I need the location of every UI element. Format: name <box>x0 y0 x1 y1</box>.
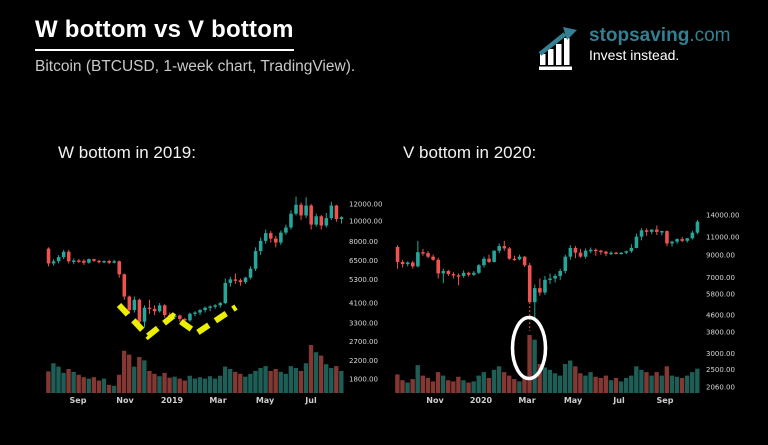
header: W bottom vs V bottom Bitcoin (BTCUSD, 1-… <box>35 16 355 76</box>
svg-text:May: May <box>256 396 275 405</box>
bar-chart-logo-icon <box>538 27 577 70</box>
svg-text:Sep: Sep <box>70 396 87 405</box>
w-bottom-candlestick-chart: 12000.00 10000.00 8000.00 6500.00 5300.00 410… <box>46 196 382 405</box>
svg-text:Mar: Mar <box>209 396 226 405</box>
svg-text:7000.00: 7000.00 <box>706 274 735 282</box>
svg-text:6500.00: 6500.00 <box>349 257 378 265</box>
svg-text:5800.00: 5800.00 <box>706 291 735 299</box>
svg-text:12000.00: 12000.00 <box>349 201 382 209</box>
svg-text:2020: 2020 <box>470 396 493 405</box>
svg-text:May: May <box>564 396 583 405</box>
logo-tagline: Invest instead. <box>589 46 680 63</box>
logo-text: stopsaving.com Invest instead. <box>589 26 731 63</box>
chart-title-v-bottom: V bottom in 2020: <box>403 143 537 162</box>
svg-text:2700.00: 2700.00 <box>349 338 378 346</box>
w-bottom-chart-section: W bottom in 2019: 12000.00 10000.00 8000.0… <box>0 135 384 435</box>
chart-title-w-bottom: W bottom in 2019: <box>58 143 196 162</box>
logo-tld: .com <box>689 25 731 46</box>
svg-text:2019: 2019 <box>161 396 184 405</box>
svg-text:4600.00: 4600.00 <box>706 312 735 320</box>
svg-text:Jul: Jul <box>304 396 317 405</box>
svg-text:3300.00: 3300.00 <box>349 320 378 328</box>
svg-text:4100.00: 4100.00 <box>349 300 378 308</box>
svg-text:3000.00: 3000.00 <box>706 350 735 358</box>
svg-text:5300.00: 5300.00 <box>349 276 378 284</box>
svg-text:11000.00: 11000.00 <box>706 233 739 241</box>
svg-text:3800.00: 3800.00 <box>706 329 735 337</box>
svg-text:2500.00: 2500.00 <box>706 366 735 374</box>
svg-text:Nov: Nov <box>116 396 134 405</box>
svg-text:Sep: Sep <box>657 396 674 405</box>
page-title: W bottom vs V bottom <box>35 16 294 51</box>
v-bottom-candlestick-chart: 14000.00 11000.00 9000.00 7000.00 5800.00 460… <box>395 212 739 405</box>
svg-text:8000.00: 8000.00 <box>349 238 378 246</box>
svg-text:9000.00: 9000.00 <box>706 251 735 259</box>
svg-text:1800.00: 1800.00 <box>349 376 378 384</box>
svg-text:Mar: Mar <box>518 396 535 405</box>
svg-text:Nov: Nov <box>426 396 444 405</box>
svg-text:2200.00: 2200.00 <box>349 357 378 365</box>
svg-text:14000.00: 14000.00 <box>706 212 739 220</box>
svg-text:10000.00: 10000.00 <box>349 217 382 225</box>
logo-brand: stopsaving <box>589 25 690 46</box>
svg-text:Jul: Jul <box>612 396 625 405</box>
stopsaving-logo: stopsaving.com Invest instead. <box>538 26 731 72</box>
page-subtitle: Bitcoin (BTCUSD, 1-week chart, TradingVi… <box>35 58 356 75</box>
v-bottom-chart-section: V bottom in 2020: 14000.00 11000.00 9000.0… <box>384 135 768 435</box>
svg-text:2060.00: 2060.00 <box>706 384 735 392</box>
